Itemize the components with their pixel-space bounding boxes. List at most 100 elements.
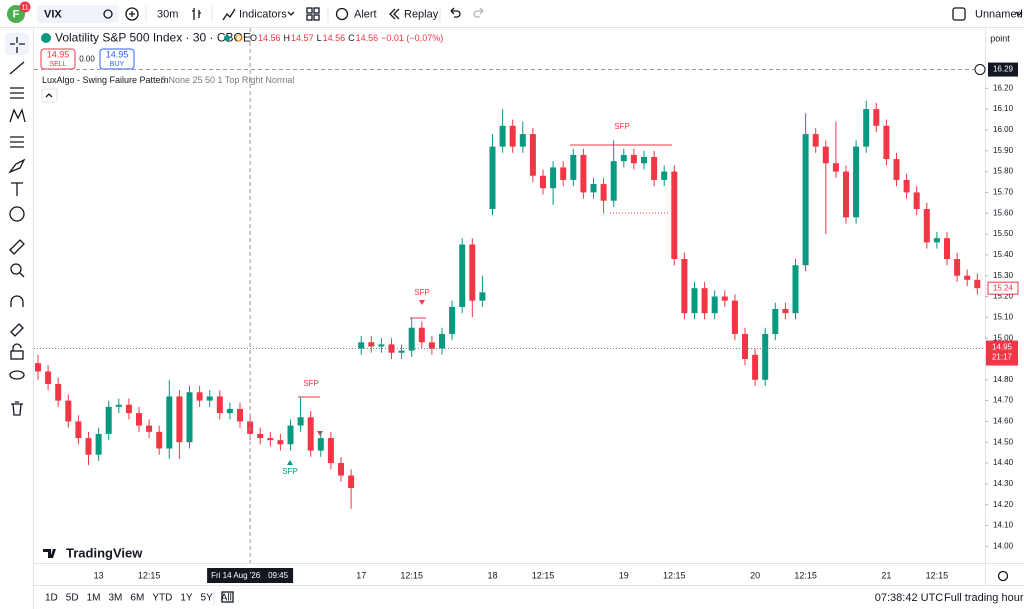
candle-body (85, 438, 92, 455)
emoji-tool[interactable] (9, 206, 25, 222)
interval[interactable]: 30m (157, 8, 178, 20)
range-button[interactable]: 1M (87, 593, 101, 604)
session[interactable]: Full trading hours (944, 592, 1024, 604)
current-price-label: 14.95 (992, 343, 1013, 352)
buy-price: 14.95 (106, 49, 129, 59)
alert-icon (335, 7, 349, 21)
symbol-title: Volatility S&P 500 Index · 30 · CBOE (55, 31, 251, 45)
candle-body (923, 209, 930, 243)
magnet-tool[interactable] (10, 295, 24, 307)
symbol-search[interactable] (37, 5, 119, 23)
fib-tool[interactable] (10, 87, 24, 99)
ohlc-value: 14.56 (258, 33, 281, 43)
layout-name[interactable]: Unnamed (975, 8, 1023, 20)
candle-body (45, 371, 52, 384)
zoom-tool[interactable] (10, 263, 22, 275)
hide-tool[interactable] (9, 370, 25, 380)
range-button[interactable]: 1D (45, 593, 58, 604)
layout-dropdown[interactable] (1015, 11, 1023, 16)
badge (19, 1, 31, 13)
candle-body (459, 244, 466, 307)
range-button[interactable]: All (221, 593, 232, 604)
range-button[interactable]: 1Y (180, 593, 193, 604)
candle-body (35, 363, 41, 372)
indicator-params: 5 None 25 50 1 Top Right Normal (161, 75, 294, 85)
templates-button[interactable] (306, 7, 313, 14)
range-button[interactable]: 3M (109, 593, 123, 604)
change: −0.01 (−0.07%) (381, 33, 443, 43)
ruler-tool[interactable] (9, 239, 25, 255)
candle-body (903, 179, 910, 193)
candle-body (974, 279, 981, 289)
crosshair-add[interactable] (974, 64, 986, 76)
candle-body (954, 259, 961, 276)
x-tick-label: 12:15 (926, 570, 949, 580)
trendline-tool[interactable] (9, 61, 25, 75)
range-button[interactable]: 6M (130, 593, 144, 604)
last-price-label: 15.24 (993, 283, 1014, 292)
chart-type-button[interactable] (192, 8, 201, 20)
scale-unit: point (990, 33, 1010, 43)
crosshair-tool[interactable] (5, 33, 29, 55)
brush-tool[interactable] (8, 158, 26, 174)
layout-checkbox[interactable] (952, 7, 966, 21)
range-button[interactable]: 5Y (201, 593, 214, 604)
indicator-name: LuxAlgo - Swing Failure Pattern (42, 75, 169, 85)
collapse-legend[interactable] (41, 88, 58, 103)
candle-body (257, 433, 264, 439)
buy-button[interactable] (99, 48, 135, 70)
candle-body (479, 292, 486, 301)
text-tool[interactable] (11, 182, 23, 196)
x-tick-label: 19 (619, 570, 629, 580)
status-dot (41, 33, 51, 43)
replay-button[interactable]: Replay (404, 8, 439, 20)
plot: 14.00 14.10 14.20 14.30 14.40 14.50 14.60 14.70… (34, 28, 1019, 583)
x-tick-label: 12:15 (138, 570, 161, 580)
indicators-dropdown[interactable] (287, 11, 295, 16)
pattern-tool[interactable] (9, 108, 26, 123)
x-tick-label: 20 (750, 570, 760, 580)
undo-button[interactable] (450, 7, 461, 18)
sell-button[interactable] (40, 48, 76, 70)
candle-body (822, 146, 829, 164)
candle-body (418, 327, 425, 343)
goto-date-button[interactable] (221, 591, 234, 603)
delete-tool[interactable] (11, 401, 23, 416)
candle-body (600, 184, 607, 201)
ohlc-label: C (348, 33, 355, 43)
candle-body (641, 157, 647, 164)
candle-body (610, 161, 617, 201)
ohlc-value: 14.57 (291, 33, 314, 43)
y-tick-label: 14.20 (993, 500, 1014, 509)
y-tick-label: 15.50 (993, 229, 1014, 238)
candle-body (368, 342, 375, 347)
lock-tool[interactable] (10, 350, 24, 360)
current-price-box (986, 340, 1018, 366)
drawing-mode-tool[interactable] (10, 323, 24, 337)
candle-body (832, 163, 839, 172)
forecast-tool[interactable] (10, 136, 24, 148)
crosshair-date: Fri 14 Aug '26 (211, 571, 261, 580)
candle-body (863, 109, 870, 147)
candle-body (408, 327, 415, 351)
clock: 07:38:42 UTC (875, 592, 944, 604)
redo-button[interactable] (473, 7, 484, 18)
candle-body (671, 171, 678, 260)
sell-label: SELL (49, 61, 66, 68)
range-button[interactable]: YTD (152, 593, 172, 604)
x-tick-label: 12:15 (794, 570, 817, 580)
compare-button[interactable] (125, 7, 139, 21)
indicators-button[interactable]: Indicators (239, 8, 287, 20)
axis-settings[interactable] (997, 570, 1009, 582)
candle-body (873, 109, 880, 126)
candle-body (883, 125, 890, 160)
alert-button[interactable]: Alert (354, 8, 377, 20)
range-button[interactable]: 5D (66, 593, 79, 604)
crosshair-price-label: 16.29 (993, 65, 1014, 74)
candle-body (701, 288, 708, 314)
sell-price: 14.95 (47, 49, 70, 59)
zoom-handle (19, 272, 25, 278)
range-buttons: 1D 5D 1M 3M 6M YTD 1Y 5Y All (45, 593, 232, 604)
candle-body (782, 308, 789, 314)
y-tick-label: 14.60 (993, 417, 1014, 426)
